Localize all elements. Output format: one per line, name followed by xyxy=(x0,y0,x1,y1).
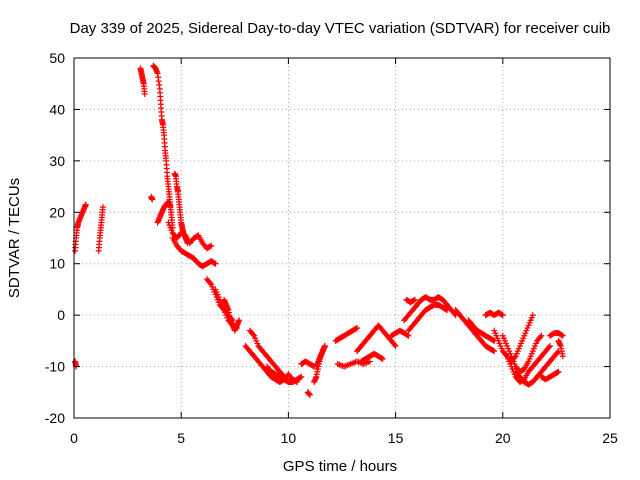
data-point xyxy=(82,201,89,208)
data-point xyxy=(499,312,506,319)
x-tick-label: 20 xyxy=(495,430,511,446)
data-point xyxy=(352,325,359,332)
x-tick-label: 15 xyxy=(388,430,404,446)
data-point xyxy=(250,331,257,338)
y-tick-label: -10 xyxy=(45,359,65,375)
data-point xyxy=(99,204,106,211)
axis-ticks: 0 5 10 15 20 25 -20 -10 0 10 20 30 40 50 xyxy=(45,50,618,446)
data-point xyxy=(444,307,451,313)
data-point xyxy=(378,355,385,362)
y-tick-label: 30 xyxy=(49,153,65,169)
data-points xyxy=(72,62,566,398)
data-point xyxy=(491,348,498,355)
data-point xyxy=(537,334,544,340)
data-point xyxy=(306,391,313,398)
data-point xyxy=(411,296,418,303)
data-point xyxy=(538,332,545,339)
x-tick-label: 5 xyxy=(177,430,185,446)
x-tick-label: 0 xyxy=(70,430,78,446)
chart-title: Day 339 of 2025, Sidereal Day-to-day VTE… xyxy=(70,20,611,37)
y-tick-label: -20 xyxy=(45,410,65,426)
data-point xyxy=(490,347,497,354)
data-point xyxy=(559,353,566,360)
data-point xyxy=(149,196,156,203)
data-point xyxy=(546,343,553,349)
data-point xyxy=(498,311,505,318)
y-tick-label: 20 xyxy=(49,204,65,220)
data-point xyxy=(392,343,399,349)
data-point xyxy=(167,204,174,211)
data-point xyxy=(141,91,148,97)
data-point xyxy=(490,337,497,344)
data-point xyxy=(404,332,411,339)
data-point xyxy=(292,378,299,385)
data-point xyxy=(410,297,417,304)
y-axis-label: SDTVAR / TECUs xyxy=(6,178,23,298)
data-point xyxy=(379,355,386,362)
y-tick-label: 0 xyxy=(57,307,65,323)
data-point xyxy=(554,369,561,376)
x-axis-label: GPS time / hours xyxy=(283,458,397,475)
data-point xyxy=(321,343,328,349)
data-point xyxy=(211,260,218,267)
data-point xyxy=(554,349,561,356)
data-point xyxy=(207,280,214,286)
y-tick-label: 40 xyxy=(49,101,65,117)
data-point xyxy=(391,341,398,348)
data-point xyxy=(529,312,536,319)
data-point xyxy=(545,344,552,351)
plot-frame xyxy=(73,57,611,419)
x-tick-label: 10 xyxy=(281,430,297,446)
data-point xyxy=(207,243,214,250)
data-point xyxy=(366,358,373,365)
data-point xyxy=(212,260,219,267)
data-point xyxy=(405,332,412,339)
data-point xyxy=(293,379,300,385)
data-point xyxy=(442,306,449,313)
data-point xyxy=(208,242,215,249)
data-point xyxy=(555,368,562,375)
data-point xyxy=(559,332,566,339)
y-tick-label: 10 xyxy=(49,256,65,272)
data-point xyxy=(310,362,317,369)
x-tick-label: 25 xyxy=(602,430,618,446)
data-point xyxy=(297,374,304,381)
data-point xyxy=(354,325,361,331)
data-point xyxy=(558,332,565,339)
y-tick-label: 50 xyxy=(49,50,65,66)
data-point xyxy=(298,373,305,380)
data-point xyxy=(236,317,243,324)
